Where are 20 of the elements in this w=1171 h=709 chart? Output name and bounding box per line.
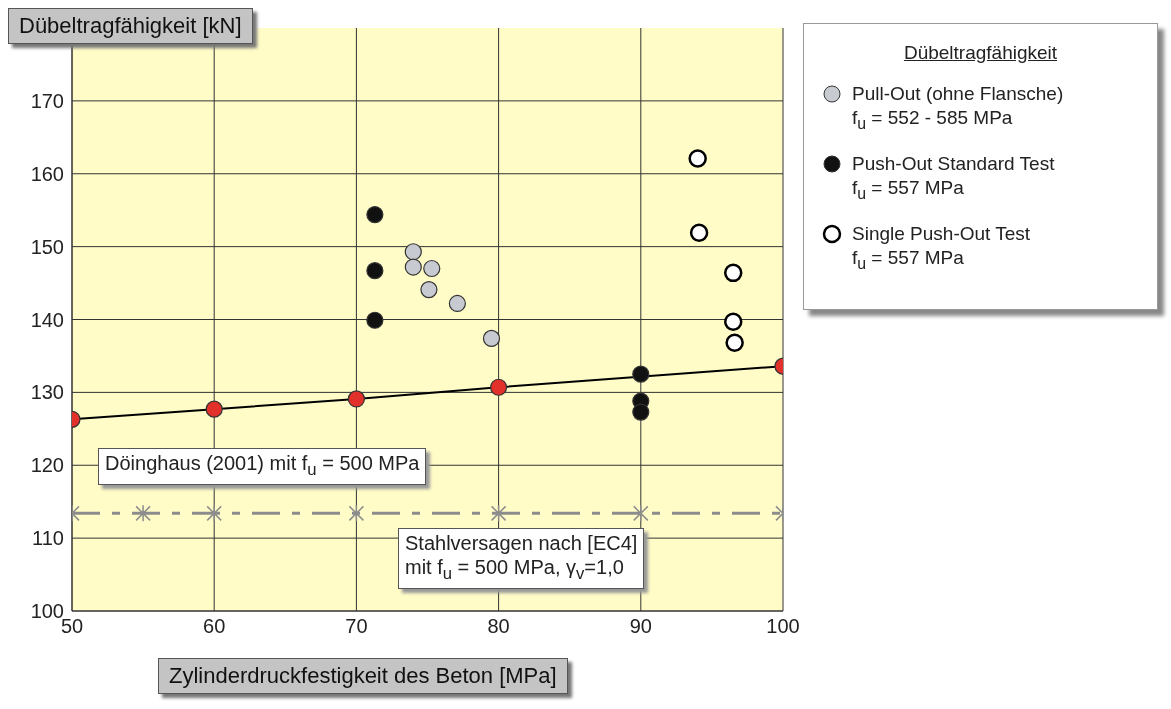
- annotation: Stahlversagen nach [EC4] mit f$_{u}$ = 500 MPa, γ$_{v}$=1,0: [405, 531, 638, 585]
- legend-label: Single Push-Out Test f$_{u}$ = 557 MPa: [852, 221, 1031, 274]
- y-tick-label: 110: [32, 527, 64, 550]
- x-axis-title: Zylinderdruckfestigkeit des Beton [MPa]: [169, 663, 557, 689]
- y-axis-title: Dübeltragfähigkeit [kN]: [19, 13, 242, 39]
- y-tick-label: 160: [30, 162, 64, 185]
- annotation: Döinghaus (2001) mit f$_{u}$ = 500 MPa: [105, 451, 420, 481]
- x-tick-label: 70: [345, 615, 368, 638]
- y-tick-label: 130: [30, 381, 64, 404]
- y-tick-label: 120: [30, 454, 64, 477]
- legend-label: Push-Out Standard Test f$_{u}$ = 557 MPa: [852, 151, 1055, 204]
- y-tick-label: 140: [30, 308, 64, 331]
- x-tick-label: 100: [766, 615, 800, 638]
- x-tick-label: 90: [629, 615, 652, 638]
- y-tick-label: 170: [30, 89, 64, 112]
- legend-title: Dübeltragfähigkeit: [902, 42, 1059, 64]
- legend-label: Pull-Out (ohne Flansche) f$_{u}$ = 552 - 585 MPa: [852, 82, 1064, 134]
- x-tick-label: 60: [203, 615, 226, 638]
- x-tick-label: 80: [487, 615, 510, 638]
- y-tick-label: 150: [30, 235, 64, 258]
